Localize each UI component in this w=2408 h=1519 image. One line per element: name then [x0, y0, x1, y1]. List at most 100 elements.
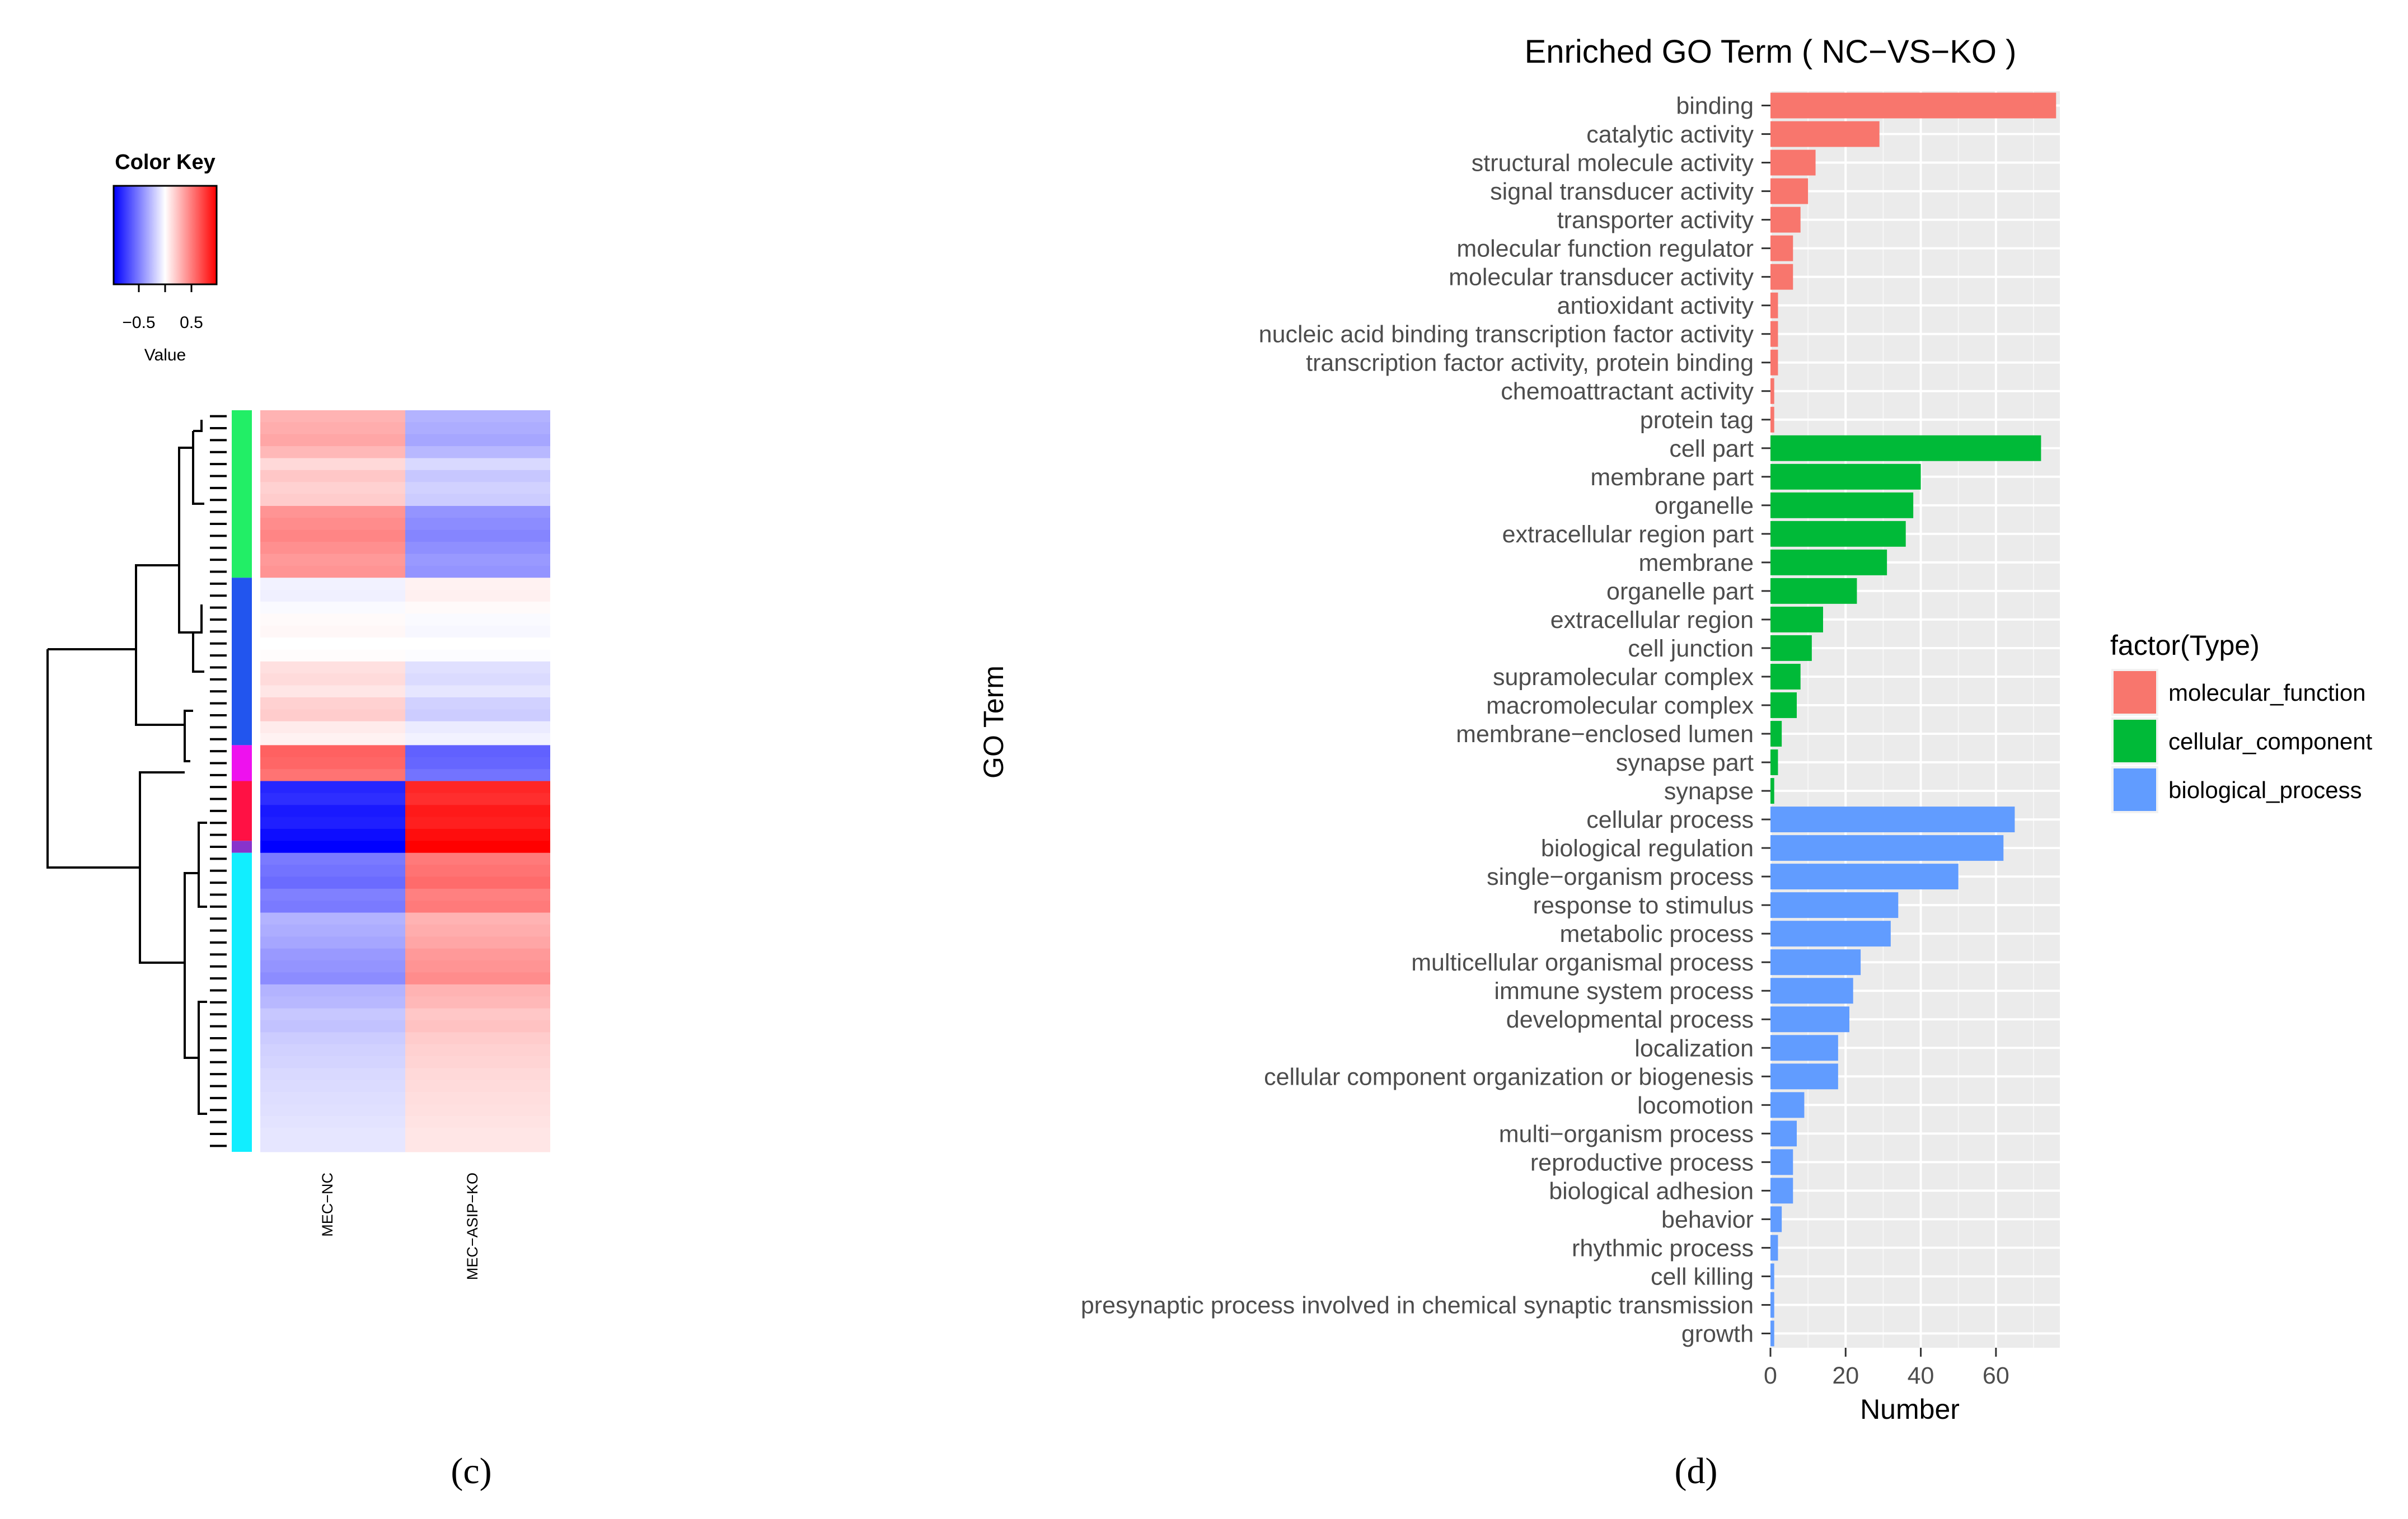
legend-label: molecular_function [2168, 679, 2366, 706]
heatmap-cell [405, 721, 550, 734]
heatmap-cell [405, 578, 550, 590]
heatmap-cell [405, 1104, 550, 1117]
bar [1770, 1263, 1774, 1290]
y-tick-label: cell killing [1651, 1263, 1754, 1290]
heatmap-cell [260, 852, 405, 865]
heatmap-cell [260, 901, 405, 913]
heatmap-cell [405, 613, 550, 626]
cluster-color-segment [232, 578, 252, 746]
heatmap-cell [405, 828, 550, 841]
bar [1770, 1006, 1849, 1033]
heatmap-cell [260, 661, 405, 674]
y-tick-label: immune system process [1494, 978, 1754, 1005]
y-tick-label: multicellular organismal process [1411, 949, 1754, 976]
heatmap-cell [260, 912, 405, 925]
heatmap-cell [405, 625, 550, 638]
y-tick-label: protein tag [1640, 407, 1754, 434]
bar [1770, 1149, 1793, 1175]
heatmap-cell [405, 757, 550, 770]
heatmap-cell [405, 817, 550, 829]
heatmap-cell [260, 673, 405, 686]
heatmap-cell [405, 876, 550, 889]
legend-swatch [2114, 768, 2156, 811]
heatmap-cell [260, 410, 405, 423]
heatmap-cell [260, 709, 405, 722]
heatmap-cell [260, 757, 405, 770]
heatmap-cell [260, 1044, 405, 1057]
heatmap-cell [260, 554, 405, 566]
heatmap-cell [260, 697, 405, 710]
color-key: Color Key −0.5 0.5 Value [113, 151, 218, 364]
heatmap-cell [260, 1032, 405, 1045]
heatmap-cell [405, 769, 550, 781]
heatmap-cell [405, 589, 550, 602]
heatmap-cell [405, 1080, 550, 1093]
y-tick-label: transcription factor activity, protein b… [1306, 350, 1754, 377]
heatmap-cell [405, 1068, 550, 1081]
y-tick-label: transporter activity [1557, 207, 1754, 234]
heatmap-cell [405, 948, 550, 961]
x-tick-label: 40 [1908, 1362, 1934, 1389]
heatmap-cell [405, 685, 550, 698]
heatmap-cell [260, 1008, 405, 1021]
cluster-color-segment [232, 852, 252, 1152]
heatmap-cell [260, 458, 405, 471]
heatmap-cell [260, 888, 405, 901]
heatmap-cell [260, 924, 405, 937]
heatmap-cell [405, 661, 550, 674]
y-tick-label: extracellular region part [1502, 521, 1754, 548]
x-axis-label: Number [1860, 1394, 1960, 1425]
heatmap-cell [260, 865, 405, 877]
y-tick-label: response to stimulus [1533, 892, 1754, 919]
heatmap-cell [260, 685, 405, 698]
y-tick-label: synapse [1664, 778, 1754, 805]
heatmap-cell [260, 948, 405, 961]
heatmap-cell [405, 709, 550, 722]
bar [1770, 292, 1778, 318]
y-tick-label: antioxidant activity [1557, 293, 1754, 320]
cluster-color-bar [232, 410, 252, 1152]
bar [1770, 1320, 1774, 1347]
heatmap-cell [260, 613, 405, 626]
bar [1770, 1206, 1782, 1232]
heatmap-cell [260, 482, 405, 495]
heatmap-cell [405, 1032, 550, 1045]
heatmap-cell [405, 793, 550, 805]
bar [1770, 207, 1801, 233]
heatmap-cell [405, 554, 550, 566]
heatmap-cell [405, 673, 550, 686]
y-tick-label: biological regulation [1541, 835, 1754, 862]
heatmap-cell [405, 901, 550, 913]
bar [1770, 149, 1816, 176]
heatmap-cell [405, 1128, 550, 1141]
heatmap-cell [405, 745, 550, 758]
heatmap-cell [405, 936, 550, 949]
y-tick-label: synapse part [1616, 749, 1754, 776]
bar [1770, 92, 2056, 119]
heatmap-cell [405, 1092, 550, 1105]
heatmap-cell [260, 649, 405, 662]
y-tick-label: growth [1681, 1320, 1754, 1347]
heatmap-cell [405, 1008, 550, 1021]
heatmap-cell [405, 542, 550, 554]
heatmap-cell [260, 422, 405, 435]
heatmap-cell [405, 637, 550, 650]
color-key-gradient [113, 185, 218, 285]
heatmap-cell [260, 529, 405, 542]
bar [1770, 1178, 1793, 1204]
cluster-color-segment [232, 781, 252, 841]
chart-title: Enriched GO Term ( NC−VS−KO ) [1525, 34, 2017, 70]
x-tick-label: 20 [1832, 1362, 1859, 1389]
heatmap-cell [260, 841, 405, 854]
panel-label-c: (c) [451, 1451, 491, 1492]
bar [1770, 264, 1793, 290]
bar [1770, 521, 1906, 547]
color-key-title: Color Key [115, 151, 215, 174]
heatmap-cell [405, 1056, 550, 1068]
bar [1770, 1121, 1797, 1147]
bar [1770, 578, 1857, 604]
legend-swatch [2114, 671, 2156, 714]
y-tick-label: biological adhesion [1549, 1178, 1754, 1204]
heatmap-cell [260, 960, 405, 973]
